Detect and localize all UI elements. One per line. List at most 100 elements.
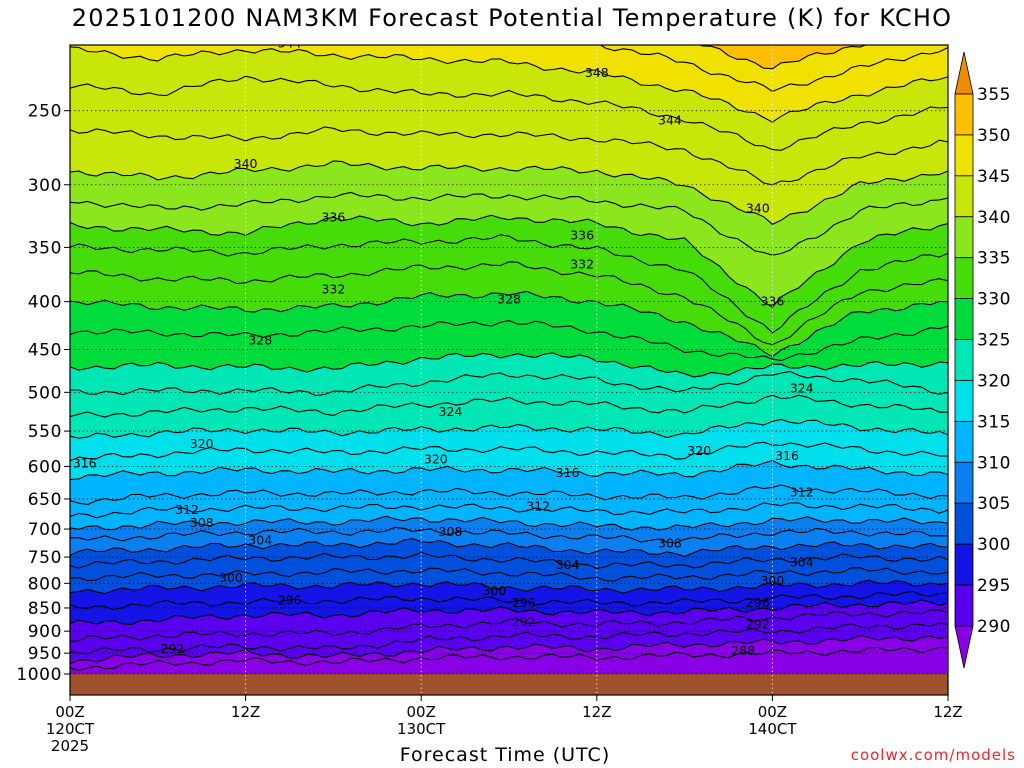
contour-label: 300 (219, 570, 243, 585)
contour-label: 296 (746, 595, 770, 610)
colorbar: 355 350 345 340 335 330 325 320 315 310 305 300 295 2… (954, 51, 1011, 669)
x-axis-label: Forecast Time (UTC) (399, 744, 611, 766)
chart-title: 2025101200 NAM3KM Forecast Potential Tem… (71, 4, 953, 32)
contour-label: 292 (512, 614, 536, 629)
contour-line-304 (70, 551, 948, 569)
band-348 (600, 45, 948, 92)
contour-line-292 (70, 622, 948, 655)
colorbar-extend-top (954, 51, 974, 95)
contour-label: 312 (526, 498, 550, 513)
ytick-label-750: 750 (28, 548, 62, 568)
colorbar-swatch (954, 420, 974, 463)
contour-line-298 (70, 590, 948, 611)
contour-label: 320 (424, 452, 448, 467)
ytick-label-900: 900 (28, 622, 62, 642)
contour-line-294 (70, 609, 948, 643)
ytick-label-650: 650 (28, 490, 62, 510)
colorbar-label-315: 315 (977, 412, 1011, 432)
contour-label: 340 (234, 156, 258, 171)
xtick-label: 2025 (51, 737, 89, 755)
colorbar-label-310: 310 (977, 453, 1011, 473)
contour-line-338 (70, 191, 948, 256)
contour-label: 328 (497, 292, 521, 307)
band-350 (700, 45, 866, 69)
contour-line-312 (70, 502, 948, 519)
contour-label: 296 (278, 593, 302, 608)
ytick-label-850: 850 (28, 599, 62, 619)
colorbar-swatch (954, 339, 974, 381)
contour-line-288 (70, 646, 948, 671)
contour-line-324 (70, 370, 948, 397)
ytick-label-250: 250 (28, 102, 62, 122)
contour-line-308 (70, 526, 948, 544)
colorbar-label-340: 340 (977, 208, 1011, 228)
colorbar-swatch (954, 543, 974, 586)
ytick-label-400: 400 (28, 293, 62, 313)
contour-line-334 (70, 234, 948, 334)
contour-line-310 (70, 515, 948, 531)
contour-label: 308 (439, 524, 463, 539)
xtick-label: 12Z (933, 703, 962, 721)
contour-line-336 (70, 214, 948, 308)
band-352 (68, 15, 950, 44)
colorbar-swatch (954, 175, 974, 218)
ytick-label-950: 950 (28, 644, 62, 664)
ytick-label-700: 700 (28, 520, 62, 540)
contour-line-330 (70, 290, 948, 358)
contour-label: 300 (482, 583, 506, 598)
ytick-label-300: 300 (28, 176, 62, 196)
colorbar-swatch (954, 216, 974, 259)
contour-line-314 (70, 484, 948, 506)
colorbar-label-300: 300 (977, 535, 1011, 555)
contour-label: 304 (790, 554, 814, 569)
contour-label: 288 (731, 643, 755, 658)
ytick-label-350: 350 (28, 238, 62, 258)
colorbar-extend-bottom (954, 625, 974, 669)
ytick-label-450: 450 (28, 341, 62, 361)
colorbar-swatch (954, 257, 974, 300)
ytick-label-550: 550 (28, 422, 62, 442)
colorbar-label-290: 290 (977, 617, 1011, 637)
contour-label: 312 (790, 485, 814, 500)
contour-label: 292 (746, 616, 770, 631)
ytick-label-800: 800 (28, 574, 62, 594)
colorbar-label-305: 305 (977, 494, 1011, 514)
contour-label: 324 (790, 380, 814, 395)
contour-labels: 344 348 344 340 340 336 336 332 332 328 336 328 324 3… (73, 36, 814, 658)
xtick-label: 00Z (55, 703, 84, 721)
contour-line-306 (70, 538, 948, 557)
contour-label: 340 (746, 200, 770, 215)
contour-line-348 (599, 45, 948, 93)
colorbar-swatch (954, 380, 974, 422)
xtick-label: 140CT (748, 720, 797, 738)
colorbar-swatch (954, 461, 974, 504)
contour-label: 296 (512, 595, 536, 610)
contour-label: 344 (658, 112, 682, 127)
contour-label: 304 (556, 557, 580, 572)
credit-link[interactable]: coolwx.com/models (850, 746, 1016, 764)
ground-layer (70, 674, 948, 695)
contour-line-344 (70, 75, 948, 151)
contour-label: 336 (321, 209, 345, 224)
contour-label: 320 (687, 443, 711, 458)
contour-line-290 (70, 634, 948, 665)
colorbar-label-325: 325 (977, 331, 1011, 351)
colorbar-label-295: 295 (977, 576, 1011, 596)
grid-lines (70, 45, 948, 695)
colorbar-label-335: 335 (977, 249, 1011, 269)
colorbar-swatch (954, 134, 974, 177)
contour-label: 336 (570, 228, 594, 243)
contour-line-302 (70, 567, 948, 582)
contour-label: 308 (190, 515, 214, 530)
xtick-label: 12Z (231, 703, 260, 721)
ytick-label-1000: 1000 (16, 665, 62, 685)
contour-label: 292 (161, 641, 185, 656)
colorbar-swatch (954, 93, 974, 136)
xtick-label: 12Z (582, 703, 611, 721)
contour-label: 344 (278, 36, 302, 51)
contour-line-322 (70, 394, 948, 418)
contour-line-316 (70, 460, 948, 481)
contour-line-296 (70, 599, 948, 625)
ytick-label-600: 600 (28, 457, 62, 477)
